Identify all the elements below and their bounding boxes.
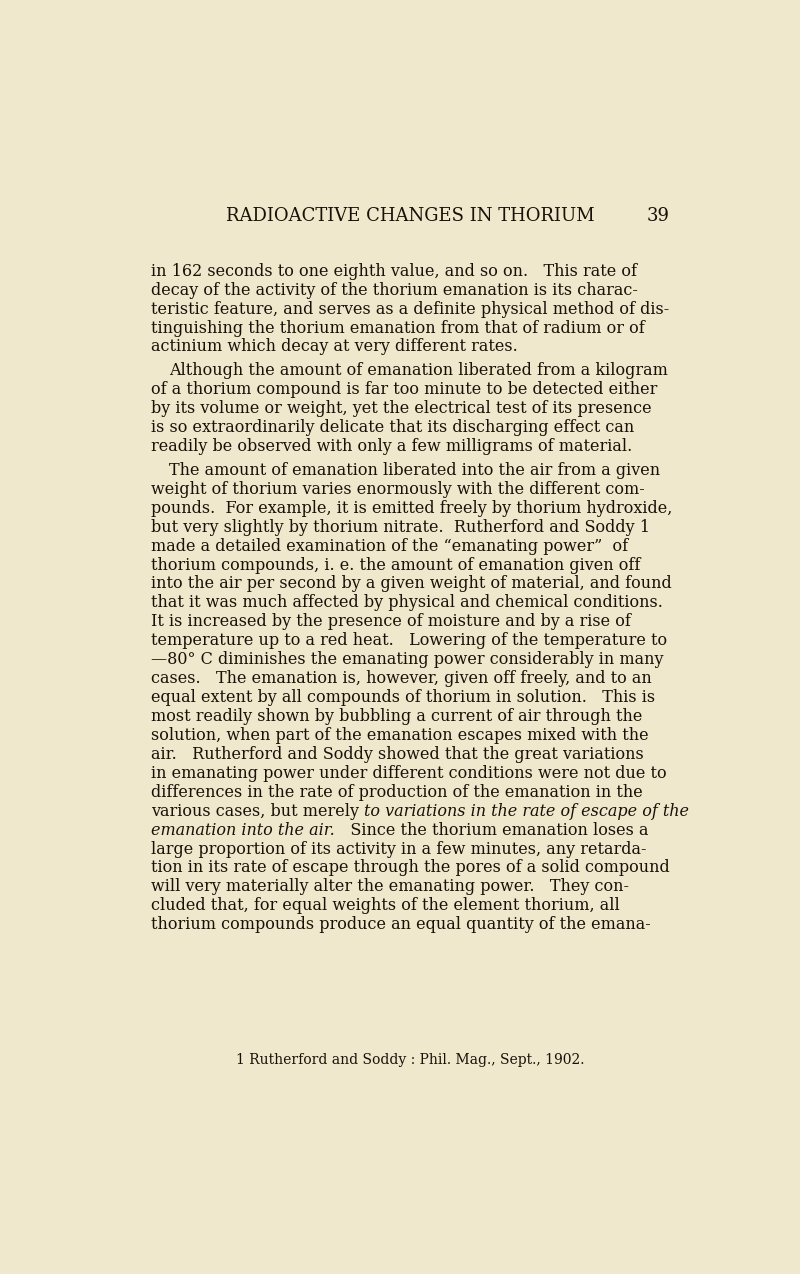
Text: 39: 39 — [646, 206, 669, 224]
Text: —80° C diminishes the emanating power considerably in many: —80° C diminishes the emanating power co… — [151, 651, 663, 669]
Text: but very slightly by thorium nitrate.  Rutherford and Soddy 1: but very slightly by thorium nitrate. Ru… — [151, 519, 650, 535]
Text: by its volume or weight, yet the electrical test of its presence: by its volume or weight, yet the electri… — [151, 400, 651, 417]
Text: solution, when part of the emanation escapes mixed with the: solution, when part of the emanation esc… — [151, 727, 649, 744]
Text: is so extraordinarily delicate that its discharging effect can: is so extraordinarily delicate that its … — [151, 419, 634, 436]
Text: large proportion of its activity in a few minutes, any retarda-: large proportion of its activity in a fe… — [151, 841, 646, 857]
Text: decay of the activity of the thorium emanation is its charac-: decay of the activity of the thorium ema… — [151, 282, 638, 298]
Text: equal extent by all compounds of thorium in solution.   This is: equal extent by all compounds of thorium… — [151, 689, 655, 706]
Text: temperature up to a red heat.   Lowering of the temperature to: temperature up to a red heat. Lowering o… — [151, 632, 667, 650]
Text: weight of thorium varies enormously with the different com-: weight of thorium varies enormously with… — [151, 480, 645, 498]
Text: RADIOACTIVE CHANGES IN THORIUM: RADIOACTIVE CHANGES IN THORIUM — [226, 206, 594, 224]
Text: in 162 seconds to one eighth value, and so on.   This rate of: in 162 seconds to one eighth value, and … — [151, 262, 637, 280]
Text: pounds.  For example, it is emitted freely by thorium hydroxide,: pounds. For example, it is emitted freel… — [151, 499, 672, 517]
Text: teristic feature, and serves as a definite physical method of dis-: teristic feature, and serves as a defini… — [151, 301, 669, 317]
Text: readily be observed with only a few milligrams of material.: readily be observed with only a few mill… — [151, 438, 632, 455]
Text: tion in its rate of escape through the pores of a solid compound: tion in its rate of escape through the p… — [151, 860, 670, 877]
Text: Although the amount of emanation liberated from a kilogram: Although the amount of emanation liberat… — [170, 362, 668, 380]
Text: that it was much affected by physical and chemical conditions.: that it was much affected by physical an… — [151, 595, 662, 612]
Text: to variations in the rate of escape of the: to variations in the rate of escape of t… — [364, 803, 689, 819]
Text: It is increased by the presence of moisture and by a rise of: It is increased by the presence of moist… — [151, 613, 630, 631]
Text: of a thorium compound is far too minute to be detected either: of a thorium compound is far too minute … — [151, 381, 658, 399]
Text: thorium compounds produce an equal quantity of the emana-: thorium compounds produce an equal quant… — [151, 916, 650, 934]
Text: cluded that, for equal weights of the element thorium, all: cluded that, for equal weights of the el… — [151, 897, 619, 915]
Text: cases.   The emanation is, however, given off freely, and to an: cases. The emanation is, however, given … — [151, 670, 651, 687]
Text: in emanating power under different conditions were not due to: in emanating power under different condi… — [151, 764, 666, 782]
Text: various cases, but merely: various cases, but merely — [151, 803, 364, 819]
Text: Since the thorium emanation loses a: Since the thorium emanation loses a — [334, 822, 648, 838]
Text: air.   Rutherford and Soddy showed that the great variations: air. Rutherford and Soddy showed that th… — [151, 745, 643, 763]
Text: thorium compounds, i. e. the amount of emanation given off: thorium compounds, i. e. the amount of e… — [151, 557, 640, 573]
Text: actinium which decay at very different rates.: actinium which decay at very different r… — [151, 339, 518, 355]
Text: into the air per second by a given weight of material, and found: into the air per second by a given weigh… — [151, 576, 671, 592]
Text: emanation into the air.: emanation into the air. — [151, 822, 334, 838]
Text: The amount of emanation liberated into the air from a given: The amount of emanation liberated into t… — [170, 462, 661, 479]
Text: tinguishing the thorium emanation from that of radium or of: tinguishing the thorium emanation from t… — [151, 320, 645, 336]
Text: 1 Rutherford and Soddy : Phil. Mag., Sept., 1902.: 1 Rutherford and Soddy : Phil. Mag., Sep… — [236, 1054, 584, 1068]
Text: made a detailed examination of the “emanating power”  of: made a detailed examination of the “eman… — [151, 538, 628, 554]
Text: differences in the rate of production of the emanation in the: differences in the rate of production of… — [151, 784, 642, 801]
Text: most readily shown by bubbling a current of air through the: most readily shown by bubbling a current… — [151, 708, 642, 725]
Text: will very materially alter the emanating power.   They con-: will very materially alter the emanating… — [151, 878, 629, 896]
